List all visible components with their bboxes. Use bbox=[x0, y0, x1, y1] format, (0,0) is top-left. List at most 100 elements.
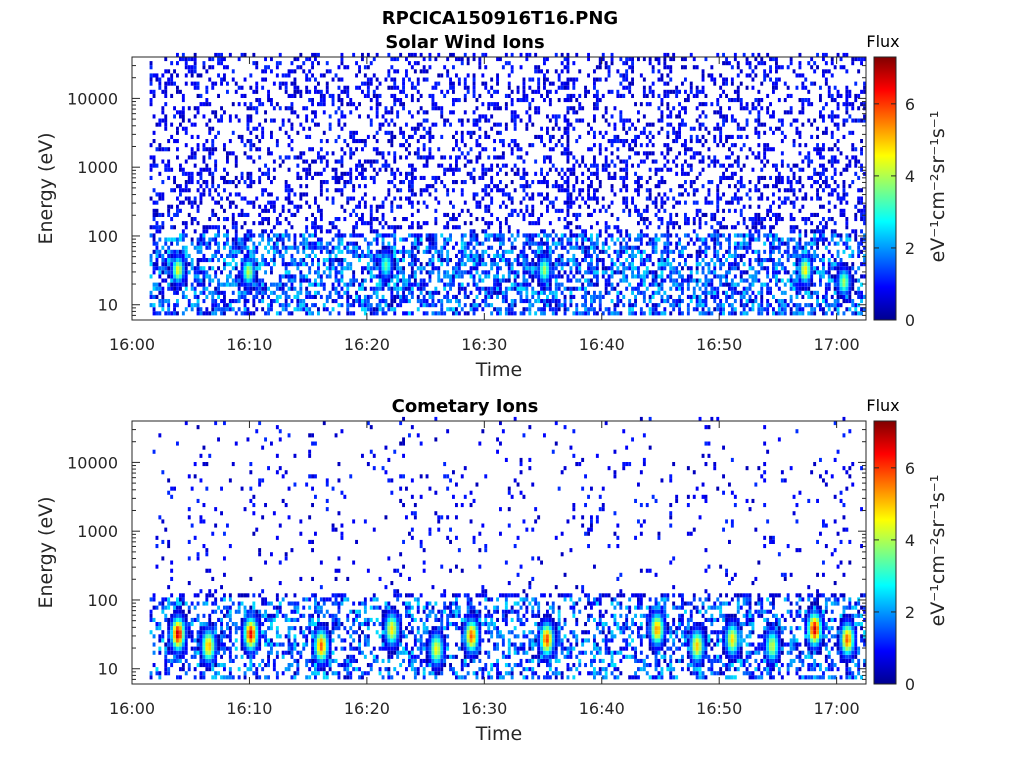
heatmap-cell bbox=[516, 262, 520, 267]
heatmap-cell bbox=[490, 114, 494, 119]
heatmap-cell bbox=[722, 118, 725, 123]
heatmap-cell bbox=[446, 237, 450, 242]
heatmap-cell bbox=[220, 311, 223, 316]
heatmap-cell bbox=[155, 253, 159, 258]
heatmap-cell bbox=[452, 188, 455, 193]
heatmap-cell bbox=[173, 307, 176, 312]
heatmap-cell bbox=[220, 175, 223, 180]
heatmap-cell bbox=[460, 139, 464, 144]
heatmap-cell bbox=[543, 249, 546, 254]
heatmap-cell bbox=[587, 73, 590, 78]
heatmap-cell bbox=[654, 233, 658, 238]
heatmap-cell bbox=[152, 286, 156, 291]
heatmap-cell bbox=[472, 266, 476, 271]
heatmap-cell bbox=[211, 85, 215, 90]
heatmap-cell bbox=[396, 114, 400, 119]
heatmap-cell bbox=[490, 262, 494, 267]
heatmap-cell bbox=[284, 184, 288, 189]
heatmap-cell bbox=[710, 233, 714, 238]
heatmap-cell bbox=[722, 253, 725, 258]
heatmap-cell bbox=[275, 311, 279, 316]
heatmap-cell bbox=[695, 212, 699, 217]
heatmap-cell bbox=[710, 294, 714, 299]
heatmap-cell bbox=[202, 192, 206, 197]
heatmap-cell bbox=[637, 249, 640, 254]
heatmap-cell bbox=[546, 114, 549, 119]
heatmap-cell bbox=[466, 294, 470, 299]
heatmap-cell bbox=[208, 278, 212, 283]
heatmap-cell bbox=[393, 311, 397, 316]
heatmap-cell bbox=[305, 278, 309, 283]
heatmap-cell bbox=[472, 282, 476, 287]
heatmap-cell bbox=[686, 303, 690, 308]
heatmap-cell bbox=[296, 85, 300, 90]
heatmap-cell bbox=[681, 118, 684, 123]
heatmap-cell bbox=[440, 299, 444, 304]
heatmap-cell bbox=[501, 237, 505, 242]
heatmap-cell bbox=[572, 167, 576, 172]
heatmap-cell bbox=[161, 245, 165, 250]
heatmap-cell bbox=[372, 196, 376, 201]
heatmap-cell bbox=[613, 192, 617, 197]
heatmap-cell bbox=[531, 258, 535, 263]
heatmap-cell bbox=[317, 270, 320, 275]
heatmap-cell bbox=[487, 155, 491, 160]
heatmap-cell bbox=[184, 262, 188, 267]
heatmap-cell bbox=[149, 290, 153, 295]
heatmap-cell bbox=[463, 249, 467, 254]
heatmap-cell bbox=[531, 290, 535, 295]
heatmap-cell bbox=[601, 270, 605, 275]
heatmap-cell bbox=[548, 89, 552, 94]
heatmap-cell bbox=[319, 249, 323, 254]
heatmap-cell bbox=[622, 122, 626, 127]
heatmap-cell bbox=[393, 155, 397, 160]
heatmap-cell bbox=[452, 81, 455, 86]
heatmap-cell bbox=[595, 270, 599, 275]
heatmap-cell bbox=[519, 286, 523, 291]
heatmap-cell bbox=[719, 139, 723, 144]
heatmap-cell bbox=[173, 278, 176, 283]
heatmap-cell bbox=[478, 175, 482, 180]
heatmap-cell bbox=[173, 249, 176, 254]
heatmap-cell bbox=[396, 98, 400, 103]
heatmap-cell bbox=[725, 57, 728, 62]
heatmap-cell bbox=[446, 89, 450, 94]
heatmap-cell bbox=[387, 180, 391, 185]
heatmap-cell bbox=[619, 159, 623, 164]
heatmap-cell bbox=[384, 163, 388, 168]
heatmap-cell bbox=[484, 171, 488, 176]
heatmap-cell bbox=[616, 69, 620, 74]
heatmap-cell bbox=[369, 208, 373, 213]
heatmap-cell bbox=[275, 221, 279, 226]
heatmap-cell bbox=[481, 241, 485, 246]
heatmap-cell bbox=[595, 311, 599, 316]
heatmap-cell bbox=[390, 233, 394, 238]
heatmap-cell bbox=[501, 233, 505, 238]
heatmap-cell bbox=[319, 278, 323, 283]
heatmap-cell bbox=[607, 65, 611, 70]
heatmap-cell bbox=[678, 225, 681, 230]
heatmap-cell bbox=[584, 89, 587, 94]
heatmap-cell bbox=[237, 241, 241, 246]
heatmap-cell bbox=[184, 159, 188, 164]
heatmap-cell bbox=[179, 200, 182, 205]
heatmap-cell bbox=[546, 155, 549, 160]
heatmap-cell bbox=[675, 139, 679, 144]
heatmap-cell bbox=[340, 77, 344, 82]
heatmap-cell bbox=[249, 274, 253, 279]
heatmap-cell bbox=[319, 73, 323, 78]
heatmap-cell bbox=[308, 253, 312, 258]
heatmap-cell bbox=[619, 114, 623, 119]
heatmap-cell bbox=[255, 98, 259, 103]
heatmap-cell bbox=[249, 233, 253, 238]
heatmap-cell bbox=[725, 299, 728, 304]
heatmap-cell bbox=[419, 299, 423, 304]
heatmap-cell bbox=[393, 262, 397, 267]
heatmap-cell bbox=[176, 52, 179, 57]
heatmap-cell bbox=[654, 245, 658, 250]
heatmap-cell bbox=[590, 278, 593, 283]
heatmap-cell bbox=[419, 52, 423, 57]
heatmap-cell bbox=[546, 241, 549, 246]
heatmap-cell bbox=[237, 212, 241, 217]
heatmap-cell bbox=[628, 85, 632, 90]
